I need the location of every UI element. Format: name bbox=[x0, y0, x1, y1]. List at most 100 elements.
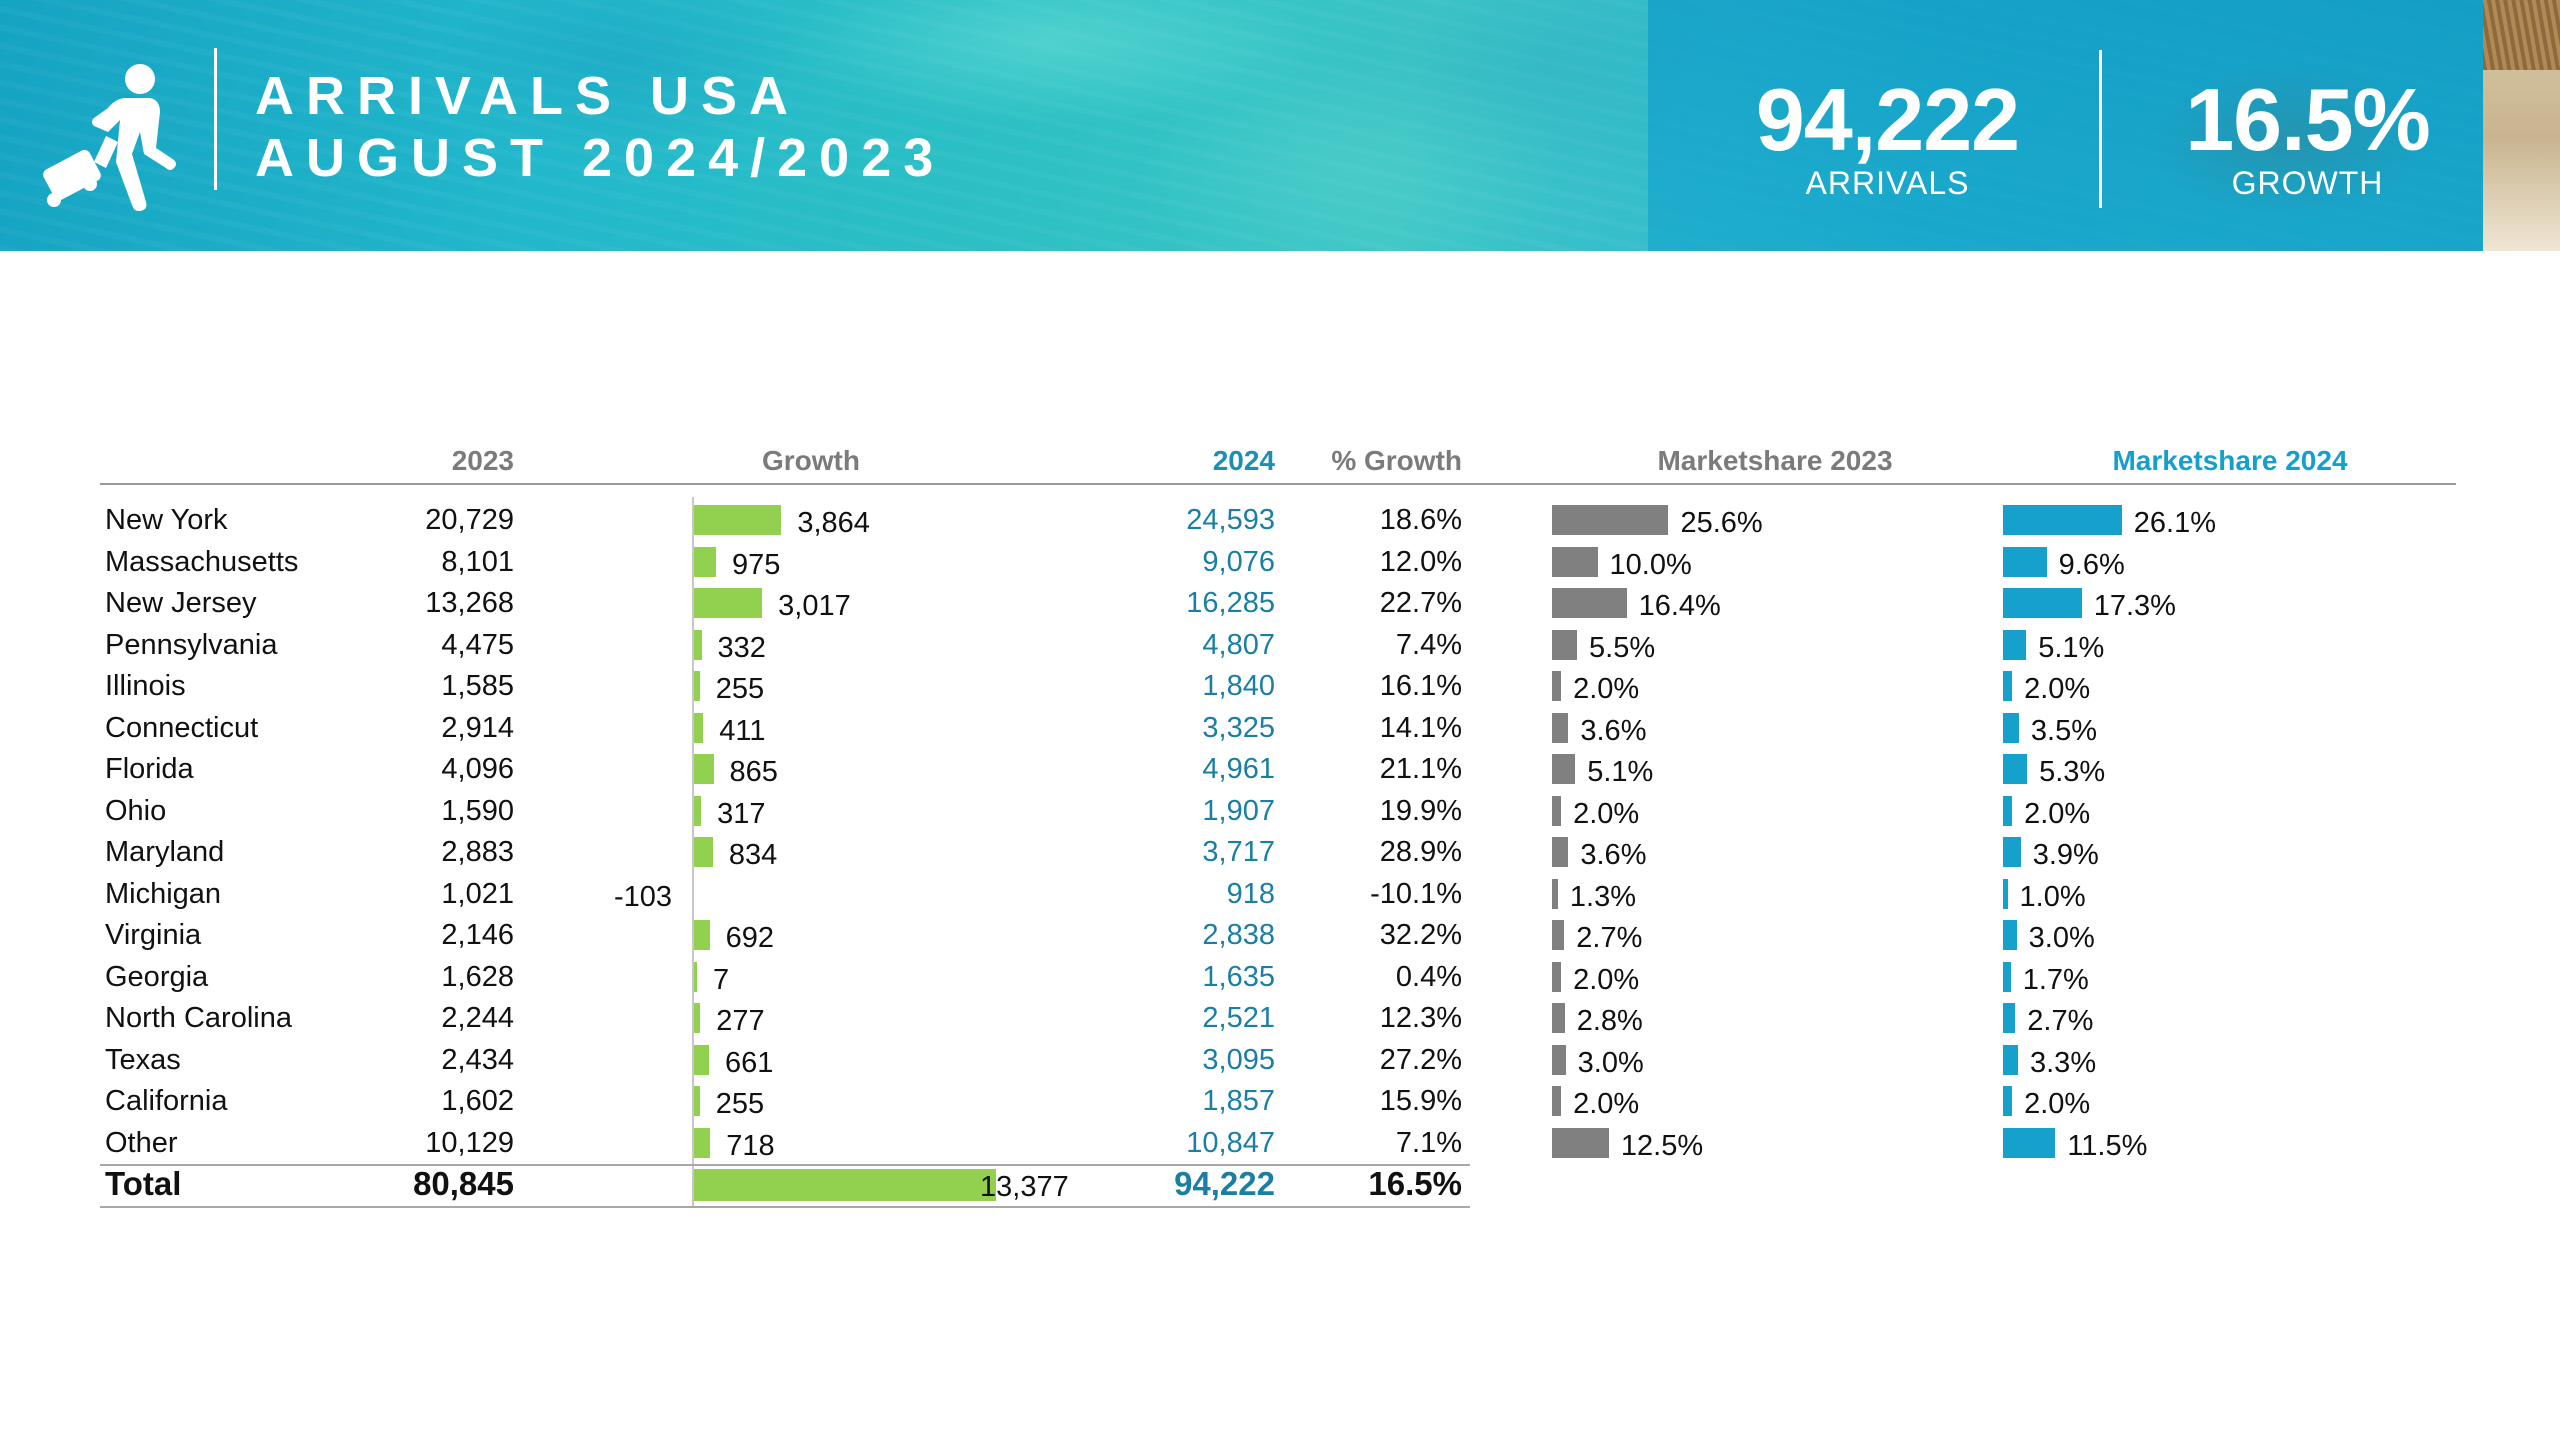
column-header-2024: 2024 bbox=[1212, 445, 1275, 476]
value-2023: 1,628 bbox=[441, 960, 514, 993]
marketshare-2023-bar bbox=[1552, 505, 1669, 535]
growth-bar bbox=[694, 920, 710, 950]
marketshare-2024-bar bbox=[2003, 795, 2013, 826]
beach-edge bbox=[2483, 0, 2560, 251]
marketshare-2024-bar bbox=[2003, 1127, 2056, 1158]
marketshare-2023-bar bbox=[1552, 920, 1565, 950]
value-2023: 2,434 bbox=[441, 1043, 514, 1076]
value-2023: 1,021 bbox=[441, 877, 514, 910]
kpi-arrivals-label: ARRIVALS bbox=[1805, 165, 1970, 201]
marketshare-2024-bar bbox=[2003, 878, 2008, 909]
kpi-growth: 16.5% GROWTH bbox=[2155, 70, 2460, 201]
value-2023: 8,101 bbox=[441, 545, 514, 578]
pct-growth: 22.7% bbox=[1379, 587, 1462, 619]
page-subtitle: AUGUST 2024/2023 bbox=[255, 128, 946, 188]
value-2024: 1,857 bbox=[1202, 1085, 1275, 1117]
marketshare-2024-bar bbox=[2003, 754, 2028, 784]
logo-divider bbox=[214, 48, 217, 190]
value-2023: 4,096 bbox=[441, 753, 514, 785]
marketshare-2024-bar bbox=[2003, 961, 2011, 992]
column-header-growth: Growth bbox=[762, 445, 860, 476]
marketshare-2023-bar bbox=[1552, 754, 1576, 784]
marketshare-2024-bar bbox=[2003, 546, 2047, 577]
pct-growth: 16.1% bbox=[1379, 670, 1462, 702]
growth-label: 7 bbox=[713, 963, 730, 996]
marketshare-2024-label: 26.1% bbox=[2133, 507, 2216, 539]
kpi-growth-label: GROWTH bbox=[2231, 165, 2384, 201]
marketshare-2023-label: 25.6% bbox=[1680, 507, 1763, 539]
growth-bar bbox=[694, 588, 763, 618]
marketshare-2023-bar bbox=[1552, 712, 1569, 743]
state-label: Florida bbox=[105, 753, 194, 785]
marketshare-2024-bar bbox=[2003, 505, 2122, 535]
marketshare-2024-label: 5.1% bbox=[2038, 631, 2105, 664]
value-2024: 2,521 bbox=[1202, 1002, 1275, 1034]
marketshare-2023-label: 3.6% bbox=[1580, 839, 1647, 871]
marketshare-2024-label: 3.3% bbox=[2030, 1046, 2097, 1079]
marketshare-2023-label: 2.8% bbox=[1576, 1005, 1643, 1037]
value-2023: 1,602 bbox=[441, 1085, 514, 1117]
header-banner: ARRIVALS USA AUGUST 2024/2023 94,222 ARR… bbox=[0, 0, 2560, 251]
traveler-with-suitcase-icon bbox=[43, 64, 176, 212]
marketshare-2023-label: 12.5% bbox=[1620, 1129, 1704, 1162]
growth-label: 255 bbox=[715, 1088, 765, 1120]
total-growth-bar bbox=[694, 1169, 997, 1201]
state-label: Ohio bbox=[105, 794, 167, 827]
value-2023: 13,268 bbox=[425, 587, 514, 619]
marketshare-2024-label: 2.7% bbox=[2027, 1005, 2094, 1037]
growth-label: -103 bbox=[613, 880, 672, 913]
marketshare-2024-bar bbox=[2003, 1086, 2013, 1116]
state-label: Illinois bbox=[105, 670, 186, 702]
marketshare-2023-label: 10.0% bbox=[1609, 548, 1692, 581]
marketshare-2023-bar bbox=[1552, 629, 1578, 660]
marketshare-2024-label: 3.9% bbox=[2032, 839, 2099, 871]
state-label: Georgia bbox=[105, 960, 209, 993]
growth-label: 317 bbox=[717, 797, 766, 830]
growth-label: 865 bbox=[729, 756, 778, 788]
growth-label: 661 bbox=[724, 1046, 774, 1079]
state-label: New York bbox=[105, 504, 228, 536]
pct-growth: 12.0% bbox=[1379, 545, 1462, 578]
header-rule bbox=[100, 483, 2456, 485]
marketshare-2023-bar bbox=[1552, 671, 1562, 701]
value-2023: 2,146 bbox=[441, 919, 514, 951]
value-2024: 1,635 bbox=[1202, 960, 1275, 993]
kpi-arrivals: 94,222 ARRIVALS bbox=[1730, 74, 2045, 201]
growth-bar bbox=[694, 754, 714, 784]
column-header-marketshare-2023: Marketshare 2023 bbox=[1657, 445, 1893, 476]
value-2024: 9,076 bbox=[1202, 545, 1275, 578]
pct-growth: 28.9% bbox=[1379, 836, 1462, 868]
marketshare-2023-bar bbox=[1552, 1127, 1609, 1158]
value-2024: 2,838 bbox=[1202, 919, 1275, 951]
kpi-growth-value: 16.5% bbox=[2185, 70, 2431, 169]
marketshare-2024-bar bbox=[2003, 837, 2021, 867]
kpi-panel bbox=[1648, 0, 2508, 251]
value-2024: 1,907 bbox=[1202, 794, 1275, 827]
marketshare-2023-bar bbox=[1552, 1003, 1565, 1033]
marketshare-2023-bar bbox=[1552, 878, 1558, 909]
growth-bar bbox=[694, 837, 713, 867]
growth-label: 3,864 bbox=[797, 507, 870, 539]
growth-bar bbox=[694, 1127, 711, 1158]
marketshare-2024-label: 5.3% bbox=[2039, 756, 2106, 788]
marketshare-2024-label: 3.5% bbox=[2030, 714, 2098, 747]
growth-bar bbox=[694, 795, 702, 826]
state-label: Virginia bbox=[105, 919, 202, 951]
state-label: Michigan bbox=[105, 877, 222, 910]
pct-growth: 21.1% bbox=[1379, 753, 1462, 785]
total-growth-label: 13,377 bbox=[980, 1171, 1069, 1203]
marketshare-2023-label: 5.5% bbox=[1589, 631, 1656, 664]
value-2024: 3,095 bbox=[1202, 1043, 1275, 1076]
marketshare-2024-bar bbox=[2003, 671, 2013, 701]
growth-bar bbox=[694, 1044, 709, 1075]
pct-growth: 7.1% bbox=[1395, 1126, 1462, 1159]
page-title: ARRIVALS USA bbox=[255, 66, 801, 126]
reef-shade bbox=[2088, 20, 2508, 251]
state-label: Connecticut bbox=[105, 711, 259, 744]
growth-bar bbox=[694, 1003, 701, 1033]
pct-growth: 18.6% bbox=[1379, 504, 1462, 536]
value-2024: 4,807 bbox=[1202, 628, 1275, 661]
total-rule-bottom bbox=[100, 1206, 1470, 1208]
growth-axis-line bbox=[692, 497, 694, 1207]
marketshare-2023-label: 2.0% bbox=[1573, 963, 1640, 996]
